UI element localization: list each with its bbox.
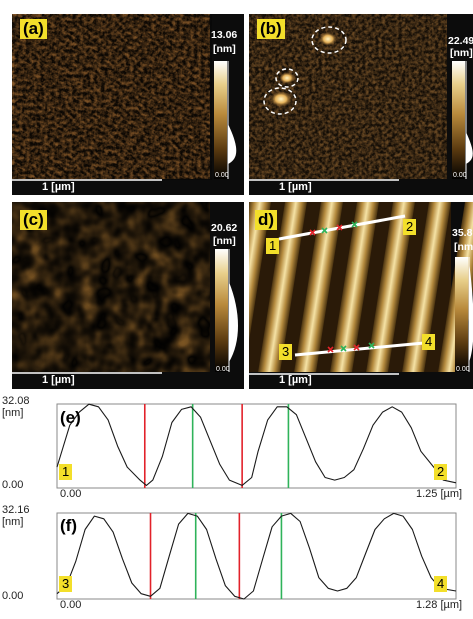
endpoint-1: 1: [59, 464, 73, 480]
afm-image-c: [12, 202, 238, 374]
plot-frame-f: [56, 512, 457, 600]
colorbar-min-d: 0.00: [456, 366, 470, 373]
xmin-label-e: 0.00: [60, 488, 82, 500]
plot-label-f: (f): [60, 516, 77, 535]
afm-panel-c: (c) 20.62 [nm] 0.00 1 [µm]: [12, 202, 244, 389]
plot-frame-e: [56, 403, 457, 489]
afm-panel-a: (a) 13.06 [nm] 0.00 1 [µm]: [12, 14, 244, 195]
ylabel-e: [nm]: [2, 407, 24, 419]
panel-label-d: d): [255, 210, 278, 230]
profile-plot-f: 32.16 [nm] 0.00 0.00 1.28 [µm] (f) 3 4: [0, 502, 473, 614]
profile-line-3-4: [294, 341, 425, 357]
afm-image-d: [249, 202, 473, 375]
panel-label-b: (b): [257, 19, 285, 39]
endpoint-4: 4: [434, 576, 448, 592]
xmax-label-e: 1.25 [µm]: [416, 488, 463, 500]
scale-bar-c: 1 [µm]: [42, 374, 75, 386]
endpoint-3: 3: [59, 576, 73, 592]
colorbar-max-a: 13.06: [211, 29, 238, 41]
afm-image-b: [249, 14, 473, 181]
profile-chart-f: [56, 512, 457, 600]
profile-line-1-2: [278, 214, 406, 241]
profile-line-f: [56, 512, 457, 600]
panel-label-c: (c): [20, 210, 47, 230]
profile-chart-e: [56, 403, 457, 489]
profile-plot-e: 32.08 [nm] 0.00 0.00 1.25 [µm] (e) 1 2: [0, 392, 473, 500]
colorbar-min-a: 0.00: [215, 172, 229, 179]
profile-line-e: [56, 403, 457, 486]
marker-3: 3: [279, 344, 293, 360]
marker-2: 2: [403, 219, 417, 235]
marker-1: 1: [266, 238, 280, 254]
afm-image-a: [12, 14, 237, 181]
scale-bar-b: 1 [µm]: [279, 181, 312, 193]
ylabel-f: [nm]: [2, 516, 24, 528]
marker-4: 4: [422, 334, 436, 350]
colorbar-unit-c: [nm]: [213, 235, 236, 247]
xmax-label-f: 1.28 [µm]: [416, 599, 463, 611]
scale-bar-d: 1 [µm]: [279, 374, 312, 386]
colorbar-max-d: 35.8: [452, 227, 473, 239]
plot-label-e: (e): [60, 408, 81, 427]
scale-bar-a: 1 [µm]: [42, 181, 75, 193]
colorbar-min-c: 0.00: [216, 366, 230, 373]
panel-label-a: (a): [20, 19, 47, 39]
colorbar-min-b: 0.00: [453, 172, 467, 179]
colorbar-max-c: 20.62: [211, 222, 238, 234]
colorbar-unit-b: [nm]: [450, 47, 473, 59]
colorbar-unit-d: [nm]: [454, 241, 473, 253]
ymin-label-e: 0.00: [2, 479, 24, 491]
ymax-label-e: 32.08: [2, 395, 30, 407]
ymax-label-f: 32.16: [2, 504, 30, 516]
endpoint-2: 2: [434, 464, 448, 480]
colorbar-max-b: 22.49: [448, 35, 473, 47]
afm-panel-b: (b) 22.49 [nm] 0.00 1 [µm]: [249, 14, 473, 195]
afm-panel-d: d) 1 2 3 4 35.8 [nm] 0.00 1 [µm]: [249, 202, 473, 389]
colorbar-unit-a: [nm]: [213, 43, 236, 55]
xmin-label-f: 0.00: [60, 599, 82, 611]
ymin-label-f: 0.00: [2, 590, 24, 602]
